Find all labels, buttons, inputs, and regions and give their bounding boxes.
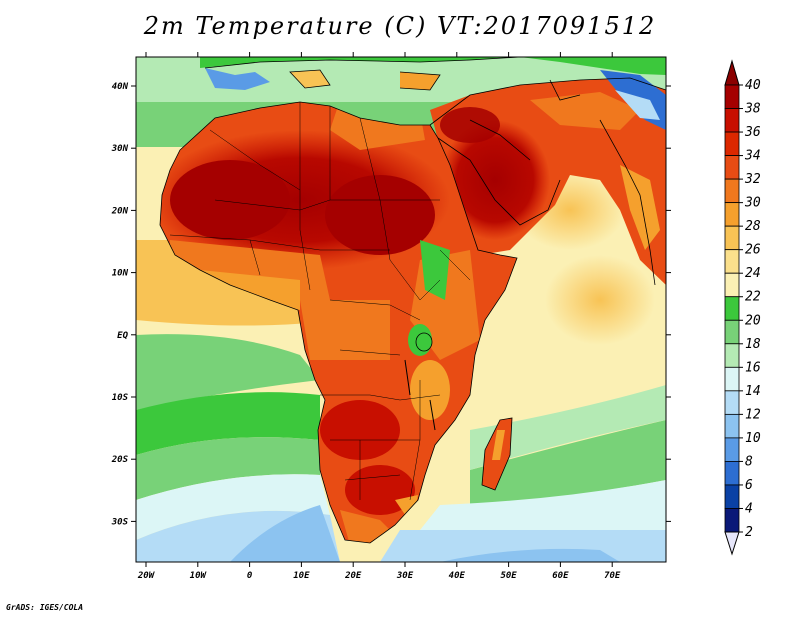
y-tick-label: 30S — [111, 517, 129, 527]
colorbar-label: 36 — [744, 125, 761, 140]
x-tick-label: 20E — [344, 571, 362, 581]
colorbar-segment — [724, 225, 740, 251]
y-tick-label: 30N — [111, 144, 129, 154]
y-tick-label: 40N — [112, 82, 129, 92]
colorbar-segment — [724, 484, 740, 509]
colorbar-top-arrow — [724, 59, 740, 86]
colorbar-label: 32 — [744, 172, 761, 187]
x-axis-ticks: 20W 10W 0 10E 20E 30E 40E 50E 60E 70E — [137, 52, 621, 581]
colorbar-segment — [724, 296, 740, 321]
x-tick-label: 30E — [396, 571, 414, 581]
colorbar-label: 26 — [745, 243, 761, 258]
lake-malawi — [429, 399, 436, 431]
colorbar-segment — [724, 366, 740, 392]
colorbar-label: 2 — [745, 525, 753, 540]
colorbar-segment — [724, 272, 740, 298]
colorbar-bottom-arrow — [724, 531, 740, 556]
colorbar-label: 8 — [745, 454, 753, 469]
y-tick-label: 10S — [112, 393, 129, 403]
colorbar-segment — [724, 202, 740, 227]
colorbar-label: 20 — [745, 313, 761, 328]
lake-tanganyika — [404, 359, 411, 396]
map-title: 2m Temperature (C) VT:2017091512 — [143, 12, 657, 40]
colorbar-segment — [724, 178, 740, 204]
colorbar-segment — [724, 249, 740, 274]
colorbar-label: 34 — [744, 149, 761, 164]
colorbar-segment — [724, 131, 740, 156]
colorbar-segment — [724, 437, 740, 462]
temperature-field — [136, 57, 666, 562]
y-tick-label: 20S — [111, 455, 129, 465]
colorbar-segment — [724, 413, 740, 439]
x-tick-label: 60E — [552, 571, 569, 581]
colorbar-segment — [724, 508, 740, 533]
colorbar-label: 38 — [744, 102, 761, 117]
colorbar-segment — [724, 319, 740, 345]
x-tick-label: 70E — [604, 571, 621, 581]
colorbar-label: 30 — [744, 196, 761, 211]
colorbar-label: 18 — [745, 337, 761, 352]
x-tick-label: 10W — [190, 571, 208, 581]
lake-victoria — [415, 332, 433, 352]
x-tick-label: 20W — [137, 571, 156, 581]
y-tick-label: 10N — [112, 269, 129, 279]
colorbar-label: 4 — [745, 501, 753, 516]
credit-text: GrADS: IGES/COLA — [6, 603, 84, 612]
colorbar-segment — [724, 108, 740, 133]
colorbar-label: 10 — [745, 431, 761, 446]
colorbar-segment — [724, 461, 740, 486]
colorbar-segment — [724, 155, 740, 180]
colorbar-label: 28 — [745, 219, 761, 234]
x-tick-label: 50E — [500, 571, 517, 581]
map-frame — [135, 56, 667, 563]
colorbar-segment — [724, 390, 740, 415]
y-axis-ticks: 40N 30N 20N 10N EQ 10S 20S 30S — [111, 82, 671, 527]
colorbar-segment — [724, 84, 740, 109]
colorbar-segment — [724, 343, 740, 368]
colorbar-label: 6 — [745, 478, 753, 493]
y-tick-label: EQ — [117, 331, 128, 341]
coastlines — [159, 57, 666, 544]
country-borders — [169, 102, 471, 501]
colorbar-label: 12 — [745, 407, 761, 422]
y-tick-label: 20N — [111, 206, 129, 216]
colorbar-label: 14 — [745, 384, 761, 399]
x-tick-label: 40E — [449, 571, 466, 581]
colorbar-label: 24 — [745, 266, 761, 281]
colorbar: 40 38 36 34 32 30 28 26 24 22 20 18 16 14 12 10 8 6 4 2 — [724, 59, 761, 556]
x-tick-label: 0 — [247, 571, 253, 581]
x-tick-label: 10E — [293, 571, 310, 581]
colorbar-label: 16 — [745, 360, 761, 375]
colorbar-label: 40 — [745, 78, 761, 93]
colorbar-label: 22 — [745, 290, 761, 305]
